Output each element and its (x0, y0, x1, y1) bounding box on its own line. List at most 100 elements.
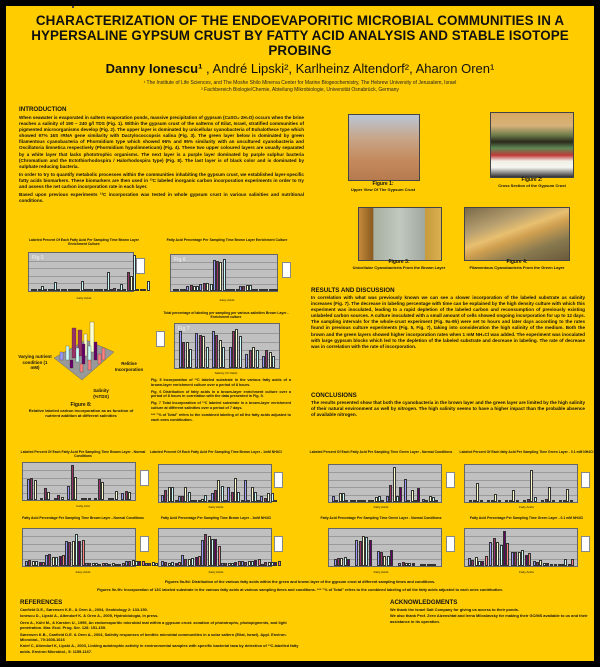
bar (340, 558, 344, 566)
chart-fig7-title: Total percentage of labeling per samplin… (163, 311, 289, 320)
bar (490, 500, 494, 502)
figure-1-photo (348, 114, 420, 181)
bar (240, 500, 244, 502)
bar (41, 561, 45, 566)
bar (385, 495, 389, 502)
bar (211, 538, 215, 566)
bar-group (225, 255, 239, 291)
bar (255, 289, 259, 291)
bar-group (227, 465, 244, 502)
bar-group (94, 463, 105, 500)
bar (200, 539, 204, 566)
bar (167, 562, 171, 566)
bar (515, 500, 519, 502)
bar-group (40, 463, 51, 500)
bar (55, 557, 59, 566)
bar (110, 289, 114, 291)
bar (48, 554, 52, 566)
bar (93, 289, 97, 291)
bar (194, 500, 198, 502)
bar (374, 497, 378, 502)
bar (554, 564, 558, 566)
bar (277, 561, 281, 566)
bar-group (245, 324, 259, 368)
figures-9a-9d-caption: Figures 9a-9d: Distribution of the vario… (164, 580, 436, 584)
bar (70, 289, 74, 291)
bar (425, 500, 429, 502)
bar (31, 561, 35, 566)
bar (186, 286, 190, 291)
bar (562, 500, 566, 502)
bar-group (195, 324, 209, 368)
bar (107, 272, 111, 291)
intro-paragraph-1: When seawater is evaporated in saltern e… (19, 115, 304, 169)
bar (217, 479, 221, 502)
bar (275, 289, 279, 291)
bar (204, 494, 208, 502)
chart-fig9e: Labeled Percent Of Each Fatty Acid Per S… (14, 450, 152, 510)
chart-fig9d: Fatty Acid Percentage Per Sampling Time … (454, 516, 594, 576)
bar (70, 465, 74, 500)
bar (84, 498, 88, 500)
bar (367, 499, 371, 502)
bar-group (331, 465, 349, 502)
bar (87, 498, 91, 500)
bar-group (200, 529, 221, 566)
bar (363, 500, 367, 502)
bar (567, 564, 571, 566)
bar (541, 500, 545, 502)
reference-item: Ionescu D., Lipski A., Altendorf K. & Or… (20, 613, 159, 619)
bar (401, 561, 405, 566)
bar-group (57, 253, 71, 291)
bar (517, 552, 521, 566)
bar (25, 560, 28, 566)
bar (395, 495, 399, 502)
bar (532, 560, 536, 566)
bar (245, 285, 249, 291)
bar (57, 289, 61, 291)
chart-fig9c: Fatty Acid Percentage Per Sampling Time … (306, 516, 456, 576)
bar-group (107, 463, 118, 500)
figure-3-photo (358, 207, 442, 261)
bar (474, 557, 478, 566)
bar (250, 560, 254, 566)
bar (257, 500, 261, 502)
bar (210, 493, 214, 502)
bar (421, 498, 425, 502)
acknowledgment-item: We thank the Israel Salt Company for giv… (390, 607, 519, 612)
bar (270, 561, 274, 566)
bar (174, 500, 178, 502)
bar (87, 289, 91, 291)
bar (249, 285, 253, 291)
bar (64, 541, 68, 566)
bar-group (177, 465, 195, 502)
figure-8-caption: Figure 8: Relative labeled carbon incorp… (28, 402, 134, 419)
bar (33, 480, 37, 500)
reference-item: Sørensen K.B., Canfield D.E. & Oren A., … (20, 631, 287, 643)
bar (214, 490, 218, 502)
bar (177, 496, 181, 502)
bar (521, 550, 525, 566)
bar (376, 551, 380, 566)
bar (389, 485, 393, 502)
bar (390, 550, 394, 566)
bar (222, 258, 226, 291)
bar (148, 563, 152, 566)
bar (386, 555, 390, 566)
bar (47, 491, 51, 500)
figure-4-caption: Figure 4: Filamentous Cyanobacteria From… (469, 259, 565, 271)
bar (403, 478, 407, 502)
bar (377, 496, 381, 502)
bar (179, 289, 183, 291)
results-text: In correlation with what was previously … (311, 295, 585, 349)
introduction-heading: INTRODUCTION (19, 106, 67, 113)
bar (205, 346, 209, 368)
fig8-axis-bottom: Salinity (%TDS) (93, 388, 109, 399)
bar (365, 536, 369, 566)
bar (97, 479, 101, 500)
reference-item: Knief C, Altendorf K, Lipski A., 2003, L… (20, 643, 299, 654)
bar (178, 331, 182, 368)
chart-fig9b: Fatty Acid Percentage Per Sampling Time … (146, 516, 286, 576)
bar-group (262, 324, 276, 368)
bar-group (333, 529, 351, 566)
